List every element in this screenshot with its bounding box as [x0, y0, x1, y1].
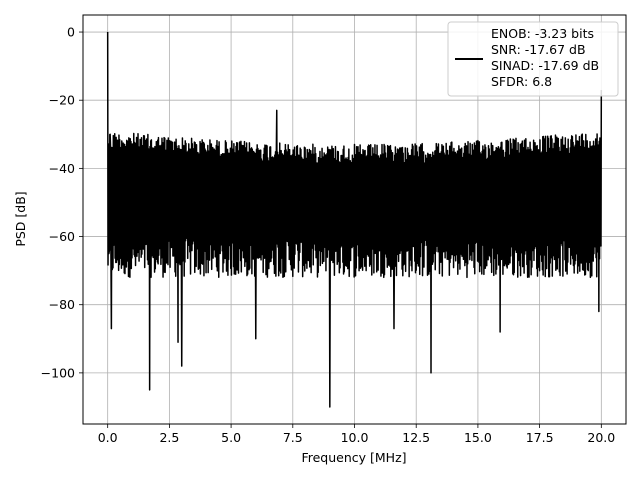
x-tick-label: 5.0 — [221, 430, 241, 445]
y-tick-label: −80 — [49, 297, 75, 312]
y-tick-label: −20 — [49, 93, 75, 108]
y-tick-label: −100 — [41, 365, 75, 380]
x-tick-label: 17.5 — [526, 430, 554, 445]
legend-line-2: SNR: -17.67 dB — [491, 42, 586, 57]
y-tick-label: −60 — [49, 229, 75, 244]
y-axis-label: PSD [dB] — [13, 191, 28, 246]
x-tick-label: 2.5 — [159, 430, 179, 445]
legend-line-4: SFDR: 6.8 — [491, 74, 552, 89]
x-tick-label: 20.0 — [587, 430, 615, 445]
x-tick-label: 0.0 — [98, 430, 118, 445]
x-tick-label: 12.5 — [402, 430, 430, 445]
legend-box — [447, 21, 619, 97]
ticks: 0.0 2.5 5.0 7.5 10.0 12.5 15.0 17.5 20.0 0 −20 −40 −… — [41, 25, 616, 445]
legend-line-1: ENOB: -3.23 bits — [491, 26, 594, 41]
legend: ENOB: -3.23 bits SNR: -17.67 dB SINAD: -… — [447, 21, 619, 97]
y-tick-label: 0 — [67, 25, 75, 40]
psd-trace — [106, 32, 603, 408]
legend-line-3: SINAD: -17.69 dB — [491, 58, 599, 73]
x-tick-label: 10.0 — [341, 430, 369, 445]
x-axis-label: Frequency [MHz] — [301, 450, 406, 465]
x-tick-label: 15.0 — [464, 430, 492, 445]
y-tick-label: −40 — [49, 161, 75, 176]
x-tick-label: 7.5 — [283, 430, 303, 445]
series-layer — [106, 32, 603, 408]
